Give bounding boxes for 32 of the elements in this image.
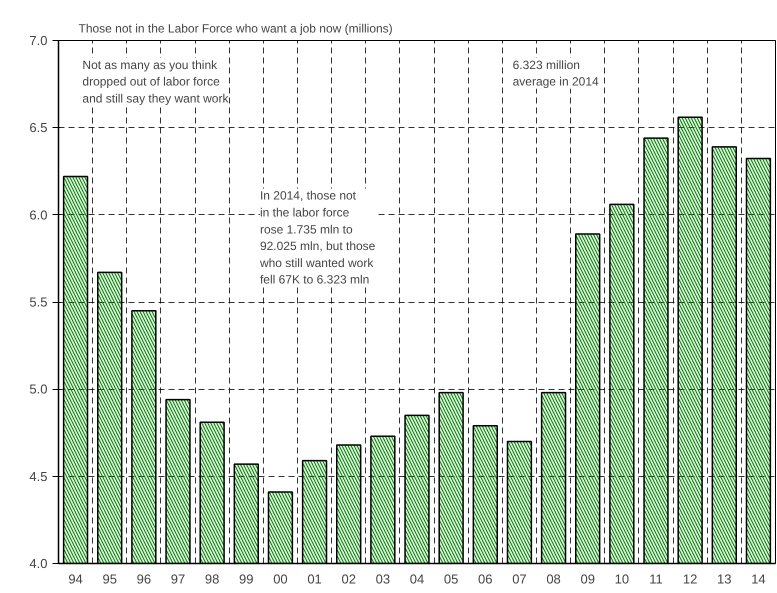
y-tick-label: 5.5 [29, 294, 48, 310]
x-tick-label: 14 [751, 572, 766, 586]
x-tick-label: 99 [239, 572, 254, 586]
x-tick-label: 07 [512, 572, 527, 586]
x-tick-label: 02 [341, 572, 356, 586]
y-tick-label: 4.0 [29, 556, 48, 571]
x-tick-label: 09 [580, 572, 595, 586]
x-tick-label: 94 [68, 572, 83, 586]
x-tick-label: 10 [614, 572, 630, 586]
annotation: In 2014, those not in the labor force rose 1.735 mln to 92.025 mln, but those who still wanted work fell 67K to 6.323 mln [258, 188, 376, 287]
y-tick-label: 6.0 [29, 207, 48, 222]
x-tick-label: 05 [444, 572, 458, 586]
y-tick-label: 4.5 [29, 468, 48, 484]
x-tick-label: 11 [649, 572, 663, 586]
x-tick-label: 01 [307, 572, 322, 586]
x-tick-label: 96 [136, 572, 152, 586]
x-tick-label: 08 [546, 572, 561, 586]
x-tick-label: 03 [376, 572, 390, 586]
y-tick-label: 6.5 [29, 120, 48, 136]
annotation: Not as many as you think dropped out of labor force and still say they want work [82, 58, 230, 106]
x-tick-label: 98 [204, 572, 220, 586]
chart-title: Those not in the Labor Force who want a job now (millions) [78, 22, 393, 36]
y-tick-label: 7.0 [29, 33, 48, 48]
x-tick-label: 13 [717, 572, 732, 586]
x-tick-label: 06 [478, 572, 493, 586]
x-tick-label: 97 [170, 572, 186, 586]
annotation: 6.323 million average in 2014 [512, 58, 599, 89]
x-tick-label: 95 [102, 572, 117, 586]
y-tick-label: 5.0 [29, 382, 48, 397]
x-tick-label: 04 [410, 572, 424, 586]
x-tick-label: 00 [273, 572, 288, 586]
x-tick-label: 12 [682, 572, 698, 586]
